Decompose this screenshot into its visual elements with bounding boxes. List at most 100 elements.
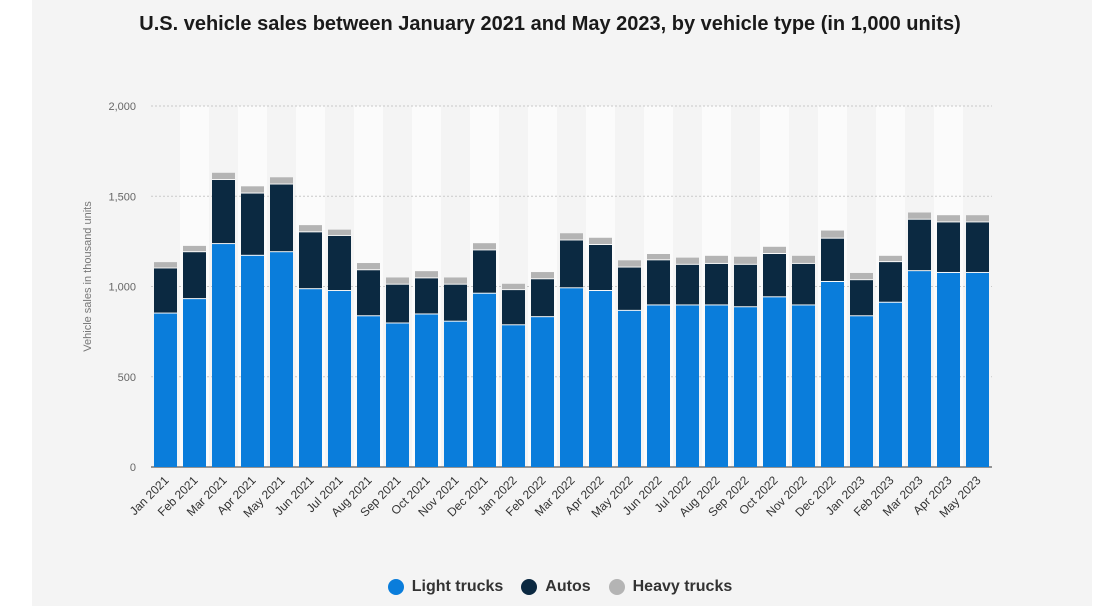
bar-autos <box>821 238 844 281</box>
y-tick-label: 0 <box>130 462 136 474</box>
bar-heavy-trucks <box>589 237 612 244</box>
bar-autos <box>502 290 525 325</box>
bar-autos <box>299 232 322 289</box>
bar-light-trucks <box>589 291 612 467</box>
bar-autos <box>154 268 177 313</box>
bar-autos <box>937 222 960 272</box>
bar-heavy-trucks <box>357 263 380 270</box>
bar-heavy-trucks <box>879 255 902 262</box>
bar-light-trucks <box>444 321 467 467</box>
bar-light-trucks <box>154 313 177 467</box>
bar-heavy-trucks <box>734 256 757 264</box>
bar-light-trucks <box>850 316 873 467</box>
bar-light-trucks <box>763 297 786 467</box>
bar-heavy-trucks <box>966 215 989 222</box>
y-tick-label: 500 <box>118 372 136 384</box>
bar-autos <box>763 254 786 297</box>
bar-heavy-trucks <box>821 230 844 238</box>
bar-heavy-trucks <box>241 186 264 193</box>
bar-autos <box>705 263 728 305</box>
bar-autos <box>270 184 293 252</box>
bar-autos <box>676 264 699 305</box>
bar-autos <box>908 219 931 271</box>
bar-heavy-trucks <box>444 277 467 284</box>
bar-autos <box>357 270 380 316</box>
bar-autos <box>241 193 264 255</box>
y-tick-label: 1,500 <box>108 191 136 203</box>
bar-heavy-trucks <box>792 255 815 263</box>
bar-light-trucks <box>966 272 989 467</box>
chart-title: U.S. vehicle sales between January 2021 … <box>139 13 961 35</box>
bar-heavy-trucks <box>937 215 960 222</box>
bar-heavy-trucks <box>618 260 641 267</box>
legend-label-light-trucks: Light trucks <box>411 578 504 595</box>
bar-autos <box>444 284 467 321</box>
bar-heavy-trucks <box>473 243 496 250</box>
bar-light-trucks <box>241 255 264 467</box>
bar-heavy-trucks <box>908 212 931 219</box>
legend-swatch-light-trucks <box>387 579 404 595</box>
bar-heavy-trucks <box>328 229 351 235</box>
bar-heavy-trucks <box>560 233 583 240</box>
bar-autos <box>966 222 989 272</box>
bar-light-trucks <box>647 305 670 467</box>
bar-autos <box>473 250 496 293</box>
bar-autos <box>328 235 351 291</box>
bar-light-trucks <box>415 314 438 467</box>
bar-light-trucks <box>937 272 960 467</box>
bar-autos <box>415 278 438 314</box>
bar-heavy-trucks <box>647 254 670 260</box>
bar-light-trucks <box>879 302 902 467</box>
bar-light-trucks <box>792 305 815 467</box>
bar-light-trucks <box>821 281 844 467</box>
bar-light-trucks <box>386 323 409 467</box>
bar-heavy-trucks <box>299 225 322 232</box>
legend-swatch-autos <box>521 579 538 595</box>
legend-item-light-trucks[interactable]: Light trucks <box>387 578 504 596</box>
bar-autos <box>560 240 583 288</box>
bar-autos <box>386 284 409 323</box>
bar-light-trucks <box>473 293 496 467</box>
bar-heavy-trucks <box>183 245 206 252</box>
bar-light-trucks <box>908 271 931 467</box>
bar-heavy-trucks <box>415 271 438 278</box>
bar-light-trucks <box>734 307 757 467</box>
bar-heavy-trucks <box>386 277 409 284</box>
bar-autos <box>212 180 235 244</box>
bar-heavy-trucks <box>705 255 728 263</box>
legend-label-autos: Autos <box>545 578 591 595</box>
bar-light-trucks <box>357 316 380 467</box>
bar-light-trucks <box>676 305 699 467</box>
bar-light-trucks <box>531 317 554 467</box>
bar-light-trucks <box>183 299 206 467</box>
bar-autos <box>850 280 873 316</box>
legend-item-heavy-trucks[interactable]: Heavy trucks <box>608 578 733 596</box>
bar-light-trucks <box>618 310 641 467</box>
legend-item-autos[interactable]: Autos <box>521 578 591 596</box>
bar-autos <box>183 252 206 299</box>
bar-autos <box>589 244 612 291</box>
y-axis-label: Vehicle sales in thousand units <box>82 201 94 352</box>
bar-light-trucks <box>560 288 583 467</box>
bar-heavy-trucks <box>212 172 235 180</box>
bar-heavy-trucks <box>676 257 699 264</box>
bar-heavy-trucks <box>502 283 525 290</box>
y-tick-label: 1,000 <box>108 282 136 294</box>
bar-autos <box>647 260 670 305</box>
bar-heavy-trucks <box>531 272 554 279</box>
bar-light-trucks <box>270 252 293 467</box>
bar-light-trucks <box>705 305 728 467</box>
bar-light-trucks <box>328 291 351 467</box>
legend-label-heavy-trucks: Heavy trucks <box>632 578 733 595</box>
bar-heavy-trucks <box>154 262 177 268</box>
bar-heavy-trucks <box>850 272 873 280</box>
chart-legend: Light trucks Autos Heavy trucks <box>0 578 1120 596</box>
bar-light-trucks <box>299 289 322 467</box>
y-tick-label: 2,000 <box>108 101 136 113</box>
legend-swatch-heavy-trucks <box>608 579 625 595</box>
bar-light-trucks <box>212 244 235 467</box>
bar-autos <box>531 279 554 317</box>
bar-autos <box>734 264 757 307</box>
bar-heavy-trucks <box>270 177 293 184</box>
